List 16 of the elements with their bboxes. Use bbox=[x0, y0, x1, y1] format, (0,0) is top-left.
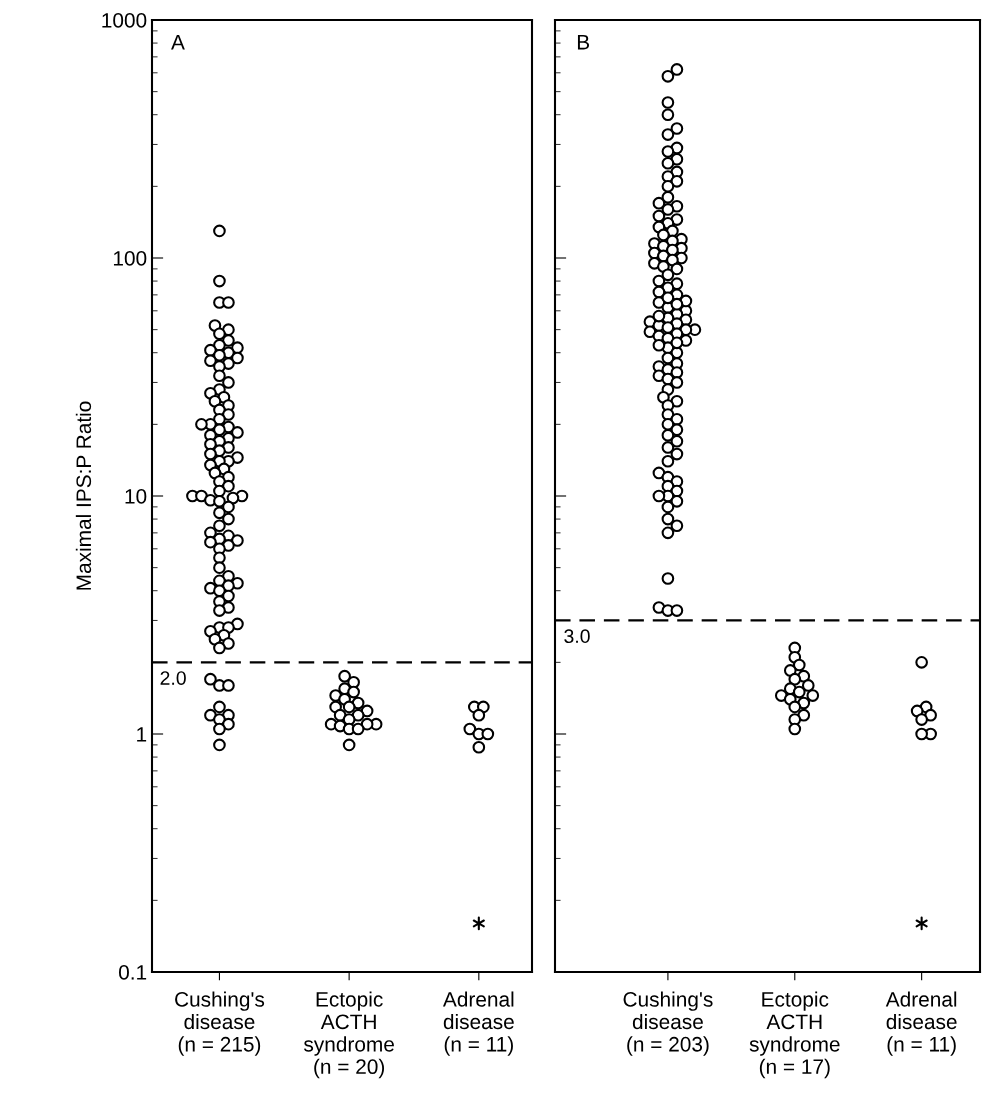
y-axis-title: Maximal IPS:P Ratio bbox=[75, 401, 92, 590]
ref-line-label: 3.0 bbox=[564, 629, 590, 644]
x-tick-label: Cushing's disease (n = 203) bbox=[623, 991, 713, 1056]
x-tick-label: Adrenal disease (n = 11) bbox=[885, 991, 957, 1056]
x-tick-label: Ectopic ACTH syndrome (n = 20) bbox=[303, 991, 394, 1079]
y-tick-label: 10 bbox=[125, 489, 147, 504]
ref-line-label: 2.0 bbox=[160, 671, 186, 685]
x-tick-label: Ectopic ACTH syndrome (n = 17) bbox=[749, 991, 840, 1079]
annotation: B bbox=[577, 35, 590, 50]
x-tick-label: Cushing's disease (n = 215) bbox=[175, 991, 265, 1056]
y-tick-label: 100 bbox=[113, 251, 147, 266]
y-tick-label: 0.1 bbox=[118, 965, 147, 980]
y-tick-label: 1 bbox=[137, 727, 147, 742]
x-tick-label: Adrenal disease (n = 11) bbox=[442, 991, 514, 1056]
annotation: A bbox=[171, 35, 185, 50]
y-tick-label: 1000 bbox=[102, 13, 147, 28]
